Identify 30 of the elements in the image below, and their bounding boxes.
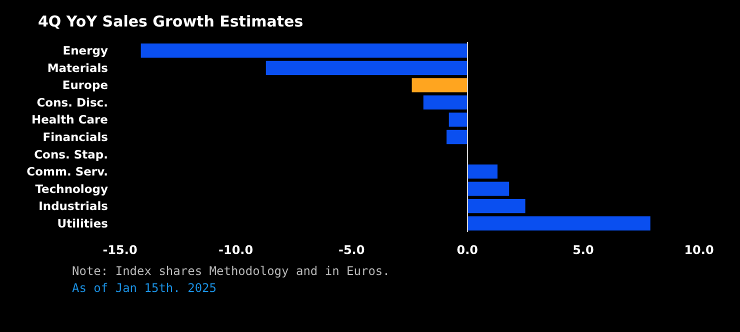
bar — [446, 130, 468, 144]
y-tick-label: Materials — [47, 60, 108, 75]
y-tick-label: Health Care — [32, 112, 108, 127]
x-tick-label: 5.0 — [572, 243, 594, 257]
bar — [467, 182, 510, 196]
bar — [140, 44, 468, 58]
x-tick-label: 0.0 — [456, 243, 478, 257]
y-tick-label: Comm. Serv. — [26, 164, 108, 179]
bar — [467, 164, 498, 179]
bar — [467, 199, 526, 214]
bar — [423, 95, 468, 110]
x-tick-label: -5.0 — [338, 243, 365, 257]
text: Note: Index shares Methodology and in Euros. — [72, 264, 390, 278]
y-tick-label: Europe — [62, 78, 108, 92]
y-tick-label: Technology — [35, 182, 108, 196]
x-tick-label: -10.0 — [218, 243, 254, 257]
x-tick-label: 10.0 — [684, 243, 714, 257]
chart-title: 4Q YoY Sales Growth Estimates — [38, 12, 304, 30]
bar — [448, 112, 468, 127]
text: As of Jan 15th. 2025 — [72, 281, 216, 295]
y-tick-label: Cons. Disc. — [36, 95, 108, 110]
y-tick-label: Energy — [62, 44, 108, 58]
y-tick-label: Cons. Stap. — [34, 147, 108, 162]
bar — [467, 216, 650, 230]
bar — [266, 60, 468, 75]
y-tick-label: Financials — [42, 130, 108, 144]
y-tick-label: Utilities — [57, 216, 108, 230]
bar — [412, 78, 468, 92]
y-tick-label: Industrials — [38, 199, 108, 214]
x-tick-label: -15.0 — [102, 243, 138, 257]
